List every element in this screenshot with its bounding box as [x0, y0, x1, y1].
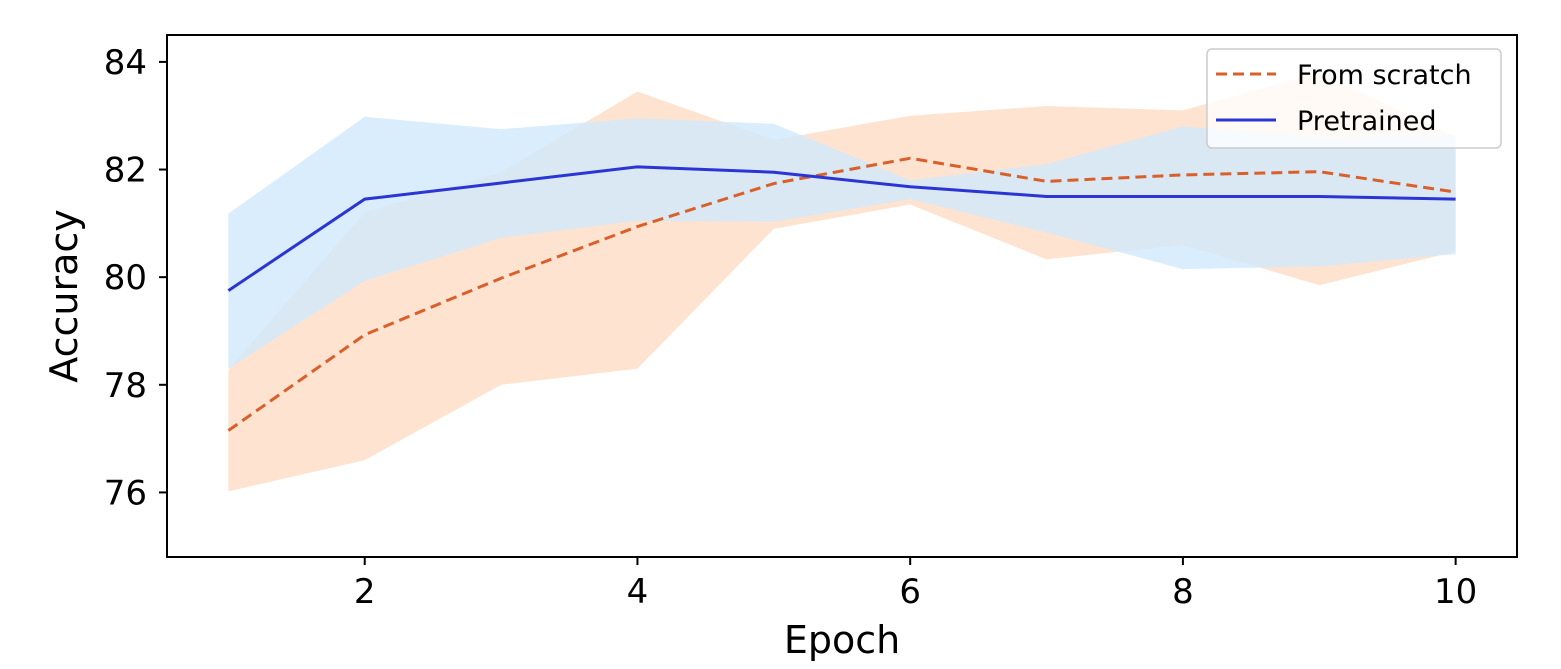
x-axis-ticks: 2 4 6 8 10: [354, 557, 1477, 612]
y-tick-label: 80: [104, 258, 147, 298]
legend: From scratch Pretrained: [1206, 48, 1502, 149]
x-tick-label: 4: [627, 572, 649, 612]
plot-frame: [166, 34, 1518, 558]
legend-label: From scratch: [1297, 60, 1472, 91]
x-axis-label: Epoch: [784, 618, 900, 662]
x-tick-label: 8: [1172, 572, 1194, 612]
line-from-scratch: [227, 156, 1456, 432]
y-axis-label: Accuracy: [42, 209, 86, 383]
y-axis-ticks: 76 78 80 82 84: [104, 43, 167, 513]
y-tick-label: 82: [104, 151, 147, 191]
y-tick-label: 84: [104, 43, 147, 83]
y-tick-label: 78: [104, 366, 147, 406]
series-lines: [227, 156, 1456, 432]
legend-box: [1206, 48, 1502, 149]
line-pretrained: [227, 165, 1456, 292]
x-tick-label: 10: [1434, 572, 1477, 612]
x-tick-label: 2: [354, 572, 376, 612]
legend-label: Pretrained: [1297, 106, 1437, 137]
y-tick-label: 76: [104, 473, 147, 513]
x-tick-label: 6: [899, 572, 921, 612]
